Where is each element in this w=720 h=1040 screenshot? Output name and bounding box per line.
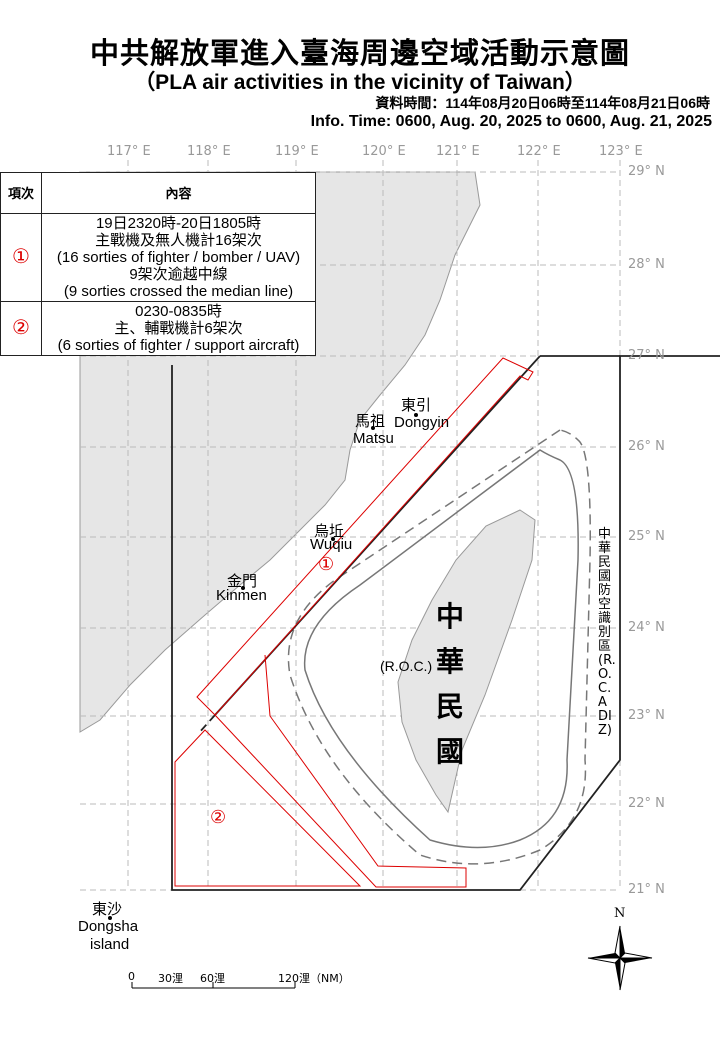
scale-label: 30浬 bbox=[158, 972, 183, 985]
activity-area-2b bbox=[214, 654, 467, 888]
compass-rose-icon bbox=[587, 925, 653, 991]
label-kinmen-zh: 金門 bbox=[227, 572, 258, 590]
table-row: ② 0230-0835時 主、輔戰機計6架次 (6 sorties of fight… bbox=[0, 301, 316, 356]
lat-tick: 23° N bbox=[628, 708, 665, 723]
label-matsu-en: Matsu bbox=[353, 430, 394, 447]
label-roc-4: 國 bbox=[436, 735, 465, 768]
lon-tick: 122° E bbox=[517, 144, 561, 159]
lat-tick: 25° N bbox=[628, 529, 665, 544]
header-content: 內容 bbox=[41, 172, 316, 214]
lat-tick: 28° N bbox=[628, 257, 665, 272]
label-dongyin-en: Dongyin bbox=[394, 414, 450, 431]
territorial-outer-line bbox=[303, 449, 579, 849]
scale-label: 60浬 bbox=[200, 972, 225, 985]
lat-tick: 29° N bbox=[628, 164, 665, 179]
graticule bbox=[80, 160, 621, 891]
land-taiwan bbox=[397, 509, 536, 814]
scale-label: 0 bbox=[128, 970, 135, 983]
row-text: 19日2320時-20日1805時 bbox=[95, 215, 262, 232]
lat-tick: 22° N bbox=[628, 796, 665, 811]
label-wuqiu-en: Wuqiu bbox=[310, 536, 353, 553]
label-roc-1: 中 bbox=[436, 600, 465, 633]
lat-tick: 27° N bbox=[628, 348, 665, 363]
table-row: ① 19日2320時-20日1805時 主戰機及無人機計16架次 (16 sorti… bbox=[0, 213, 316, 302]
lon-tick: 123° E bbox=[599, 144, 643, 159]
label-dongyin-zh: 東引 bbox=[401, 396, 432, 414]
label-dongsha-en2: island bbox=[90, 936, 130, 953]
label-wuqiu-zh: 烏坵 bbox=[314, 522, 345, 540]
row-text: (9 sorties crossed the median line) bbox=[63, 283, 294, 300]
lon-tick: 119° E bbox=[275, 144, 319, 159]
activity-area-2 bbox=[174, 729, 362, 887]
label-dongsha-en: Dongsha bbox=[78, 918, 139, 935]
label-roc-2: 華 bbox=[436, 645, 465, 678]
subtitle: （PLA air activities in the vicinity of T… bbox=[134, 71, 586, 94]
activity-areas bbox=[174, 357, 534, 888]
territorial-dashed-line bbox=[287, 429, 591, 865]
lon-tick: 121° E bbox=[436, 144, 480, 159]
row-text: 0230-0835時 bbox=[135, 303, 222, 320]
label-roc-3: 民 bbox=[436, 690, 465, 723]
lat-tick: 21° N bbox=[628, 882, 665, 897]
label-adiz: 中華民國防空識別區(R.O.C. ADIZ) bbox=[598, 527, 616, 738]
row-text: 9架次逾越中線 bbox=[129, 266, 228, 283]
row-text: (16 sorties of fighter / bomber / UAV) bbox=[56, 249, 301, 266]
lon-tick: 120° E bbox=[362, 144, 406, 159]
scale-bar bbox=[131, 982, 296, 989]
title: 中共解放軍進入臺海周邊空域活動示意圖 bbox=[89, 36, 630, 70]
scale-label: 120浬（NM） bbox=[278, 972, 350, 985]
lat-tick: 24° N bbox=[628, 620, 665, 635]
row-marker: ② bbox=[0, 301, 42, 356]
row-text: 主戰機及無人機計16架次 bbox=[95, 232, 262, 249]
header-item: 項次 bbox=[0, 172, 42, 214]
compass-north-label: N bbox=[614, 906, 626, 921]
label-dongsha-zh: 東沙 bbox=[92, 900, 123, 918]
label-roc-en: (R.O.C.) bbox=[380, 658, 433, 674]
lon-tick: 117° E bbox=[107, 144, 151, 159]
info-time-zh: 資料時間：114年08月20日06時至114年08月21日06時 bbox=[375, 95, 710, 111]
area-marker-2: ② bbox=[210, 807, 227, 828]
row-text: (6 sorties of fighter / support aircraft… bbox=[57, 337, 300, 354]
lat-tick: 26° N bbox=[628, 439, 665, 454]
place-dots bbox=[108, 413, 418, 920]
label-matsu-zh: 馬祖 bbox=[355, 412, 386, 430]
activity-table: 項次 內容 ① 19日2320時-20日1805時 主戰機及無人機計16架次 (16 … bbox=[0, 172, 316, 356]
label-kinmen-en: Kinmen bbox=[216, 587, 267, 604]
row-text: 主、輔戰機計6架次 bbox=[114, 320, 243, 337]
info-time-en: Info. Time: 0600, Aug. 20, 2025 to 0600,… bbox=[310, 113, 712, 130]
row-marker: ① bbox=[0, 213, 42, 302]
lon-tick: 118° E bbox=[187, 144, 231, 159]
area-marker-1: ① bbox=[318, 554, 335, 575]
